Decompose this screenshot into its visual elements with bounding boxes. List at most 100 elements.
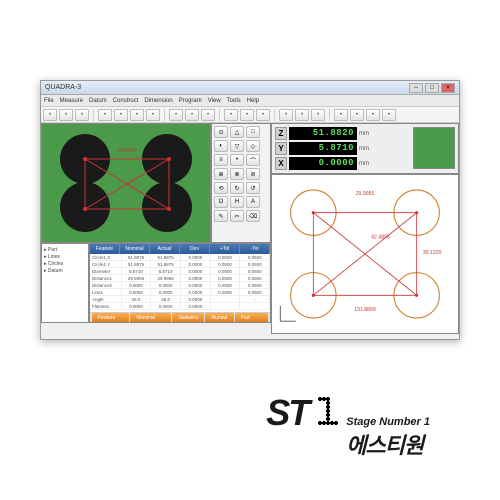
tool-btn-5-0[interactable]: O — [214, 196, 228, 208]
tab-runout[interactable]: Runout — [205, 313, 233, 322]
tree-item[interactable]: ▸ Lines — [44, 253, 86, 260]
align-icon[interactable]: • — [256, 109, 270, 121]
tool-btn-1-2[interactable]: ◇ — [246, 140, 260, 152]
tool-btn-4-1[interactable]: ↻ — [230, 182, 244, 194]
tree-item[interactable]: ▸ Part — [44, 246, 86, 253]
circle-icon[interactable]: • — [130, 109, 144, 121]
tab-feature-results[interactable]: Feature Results — [92, 313, 129, 322]
tool-btn-3-0[interactable]: ⊕ — [214, 168, 228, 180]
tree-item[interactable]: ▸ Circles — [44, 260, 86, 267]
table-cell: 0.0000 — [151, 282, 181, 288]
menu-construct[interactable]: Construct — [113, 98, 139, 104]
menu-measure[interactable]: Measure — [60, 98, 83, 104]
table-cell: 0.0000 — [122, 282, 152, 288]
tool-btn-6-0[interactable]: ✎ — [214, 210, 228, 222]
column-header[interactable]: +Tol — [210, 244, 240, 254]
pan-icon[interactable]: • — [311, 109, 325, 121]
tool-btn-6-1[interactable]: ✂ — [230, 210, 244, 222]
tool-btn-1-1[interactable]: ▽ — [230, 140, 244, 152]
axis-label[interactable]: X — [275, 157, 287, 170]
origin-icon[interactable]: • — [240, 109, 254, 121]
tab-nominal-compare[interactable]: Nominal Compare — [130, 313, 171, 322]
table-row[interactable]: Flatness0.00000.00000.0000 — [90, 303, 270, 310]
maximize-button[interactable]: □ — [425, 83, 439, 93]
tool-btn-0-2[interactable]: □ — [246, 126, 260, 138]
menu-view[interactable]: View — [208, 98, 221, 104]
table-row[interactable]: Circle1.Y51.887551.88750.00000.05000.050… — [90, 261, 270, 268]
open-icon[interactable]: • — [59, 109, 73, 121]
menu-dimension[interactable]: Dimension — [144, 98, 172, 104]
tool-btn-5-2[interactable]: A — [246, 196, 260, 208]
tool-btn-5-1[interactable]: H — [230, 196, 244, 208]
arc-icon[interactable]: • — [146, 109, 160, 121]
layer-icon[interactable]: • — [366, 109, 380, 121]
table-cell: 0.0500 — [211, 254, 241, 260]
tool-btn-2-0[interactable]: ≡ — [214, 154, 228, 166]
table-row[interactable]: Circle1.X51.887551.88750.00000.05000.050… — [90, 254, 270, 261]
table-cell: Diameter — [90, 268, 122, 274]
tab-part-program[interactable]: Part Program — [235, 313, 268, 322]
right-panel: Z51.8820mmY5.8710mmX0.0000mm 29.995530.1… — [271, 123, 459, 323]
column-header[interactable]: Actual — [150, 244, 180, 254]
close-button[interactable]: × — [441, 83, 455, 93]
tab-statistics[interactable]: Statistics — [172, 313, 204, 322]
fit-icon[interactable]: • — [295, 109, 309, 121]
column-header[interactable]: Dev — [180, 244, 210, 254]
angle-icon[interactable]: • — [201, 109, 215, 121]
drawing-view[interactable]: 29.995530.1220131.889942.4895 — [271, 174, 459, 334]
window-controls: – □ × — [409, 83, 455, 93]
axis-label[interactable]: Z — [275, 127, 287, 140]
tool-btn-0-1[interactable]: △ — [230, 126, 244, 138]
column-header[interactable]: Feature — [90, 244, 120, 254]
title-bar[interactable]: QUADRA-3 – □ × — [41, 81, 459, 95]
table-row[interactable]: Distance20.00000.00000.00000.05000.0500 — [90, 282, 270, 289]
feature-tree[interactable]: ▸ Part▸ Lines▸ Circles▸ Datum — [41, 243, 89, 323]
tool-btn-2-2[interactable]: ⌒ — [246, 154, 260, 166]
line-icon[interactable]: • — [114, 109, 128, 121]
new-icon[interactable]: • — [43, 109, 57, 121]
tool-btn-6-2[interactable]: ⌫ — [246, 210, 260, 222]
table-row[interactable]: Angle45.045.00.0000- — [90, 296, 270, 303]
main-toolbar: •••••••••••••••••••• — [41, 107, 459, 123]
table-row[interactable]: Line10.00000.00000.00000.05000.0500 — [90, 289, 270, 296]
datum-icon[interactable]: • — [224, 109, 238, 121]
slot-icon[interactable]: • — [185, 109, 199, 121]
table-cell: Distance1 — [90, 275, 122, 281]
window-title: QUADRA-3 — [45, 84, 81, 91]
grid-icon[interactable]: • — [334, 109, 348, 121]
table-cell: 0.0000 — [181, 289, 211, 295]
tool-btn-4-0[interactable]: ⟲ — [214, 182, 228, 194]
tree-item[interactable]: ▸ Datum — [44, 267, 86, 274]
axis-label[interactable]: Y — [275, 142, 287, 155]
tool-btn-0-0[interactable]: ⊙ — [214, 126, 228, 138]
tool-btn-1-0[interactable]: ◐ — [214, 140, 228, 152]
menu-program[interactable]: Program — [179, 98, 202, 104]
point-icon[interactable]: • — [98, 109, 112, 121]
toolbox-row: ≡•⌒ — [214, 154, 268, 166]
tool-btn-3-1[interactable]: ⊗ — [230, 168, 244, 180]
minimize-button[interactable]: – — [409, 83, 423, 93]
overview-thumbnail[interactable] — [413, 127, 455, 169]
column-header[interactable]: Nominal — [120, 244, 150, 254]
table-cell: 51.8875 — [151, 261, 181, 267]
svg-text:29.9955: 29.9955 — [356, 191, 375, 197]
table-cell: 45.0 — [151, 296, 181, 302]
menu-help[interactable]: Help — [247, 98, 259, 104]
tool-btn-2-1[interactable]: • — [230, 154, 244, 166]
zoom-icon[interactable]: • — [279, 109, 293, 121]
plane-icon[interactable]: • — [169, 109, 183, 121]
table-row[interactable]: Diameter5.87105.87100.00000.05000.0500 — [90, 268, 270, 275]
menu-datum[interactable]: Datum — [89, 98, 107, 104]
table-cell: 0.0000 — [122, 303, 152, 309]
menu-file[interactable]: File — [44, 98, 54, 104]
table-row[interactable]: Distance129.995529.99550.00000.05000.050… — [90, 275, 270, 282]
column-header[interactable]: -Tol — [240, 244, 270, 254]
tool-btn-3-2[interactable]: ⊘ — [246, 168, 260, 180]
toolbox-row: ✎✂⌫ — [214, 210, 268, 222]
menu-tools[interactable]: Tools — [227, 98, 241, 104]
save-icon[interactable]: • — [75, 109, 89, 121]
print-icon[interactable]: • — [382, 109, 396, 121]
vision-view[interactable]: 29.9955 — [41, 123, 211, 243]
snap-icon[interactable]: • — [350, 109, 364, 121]
tool-btn-4-2[interactable]: ↺ — [246, 182, 260, 194]
